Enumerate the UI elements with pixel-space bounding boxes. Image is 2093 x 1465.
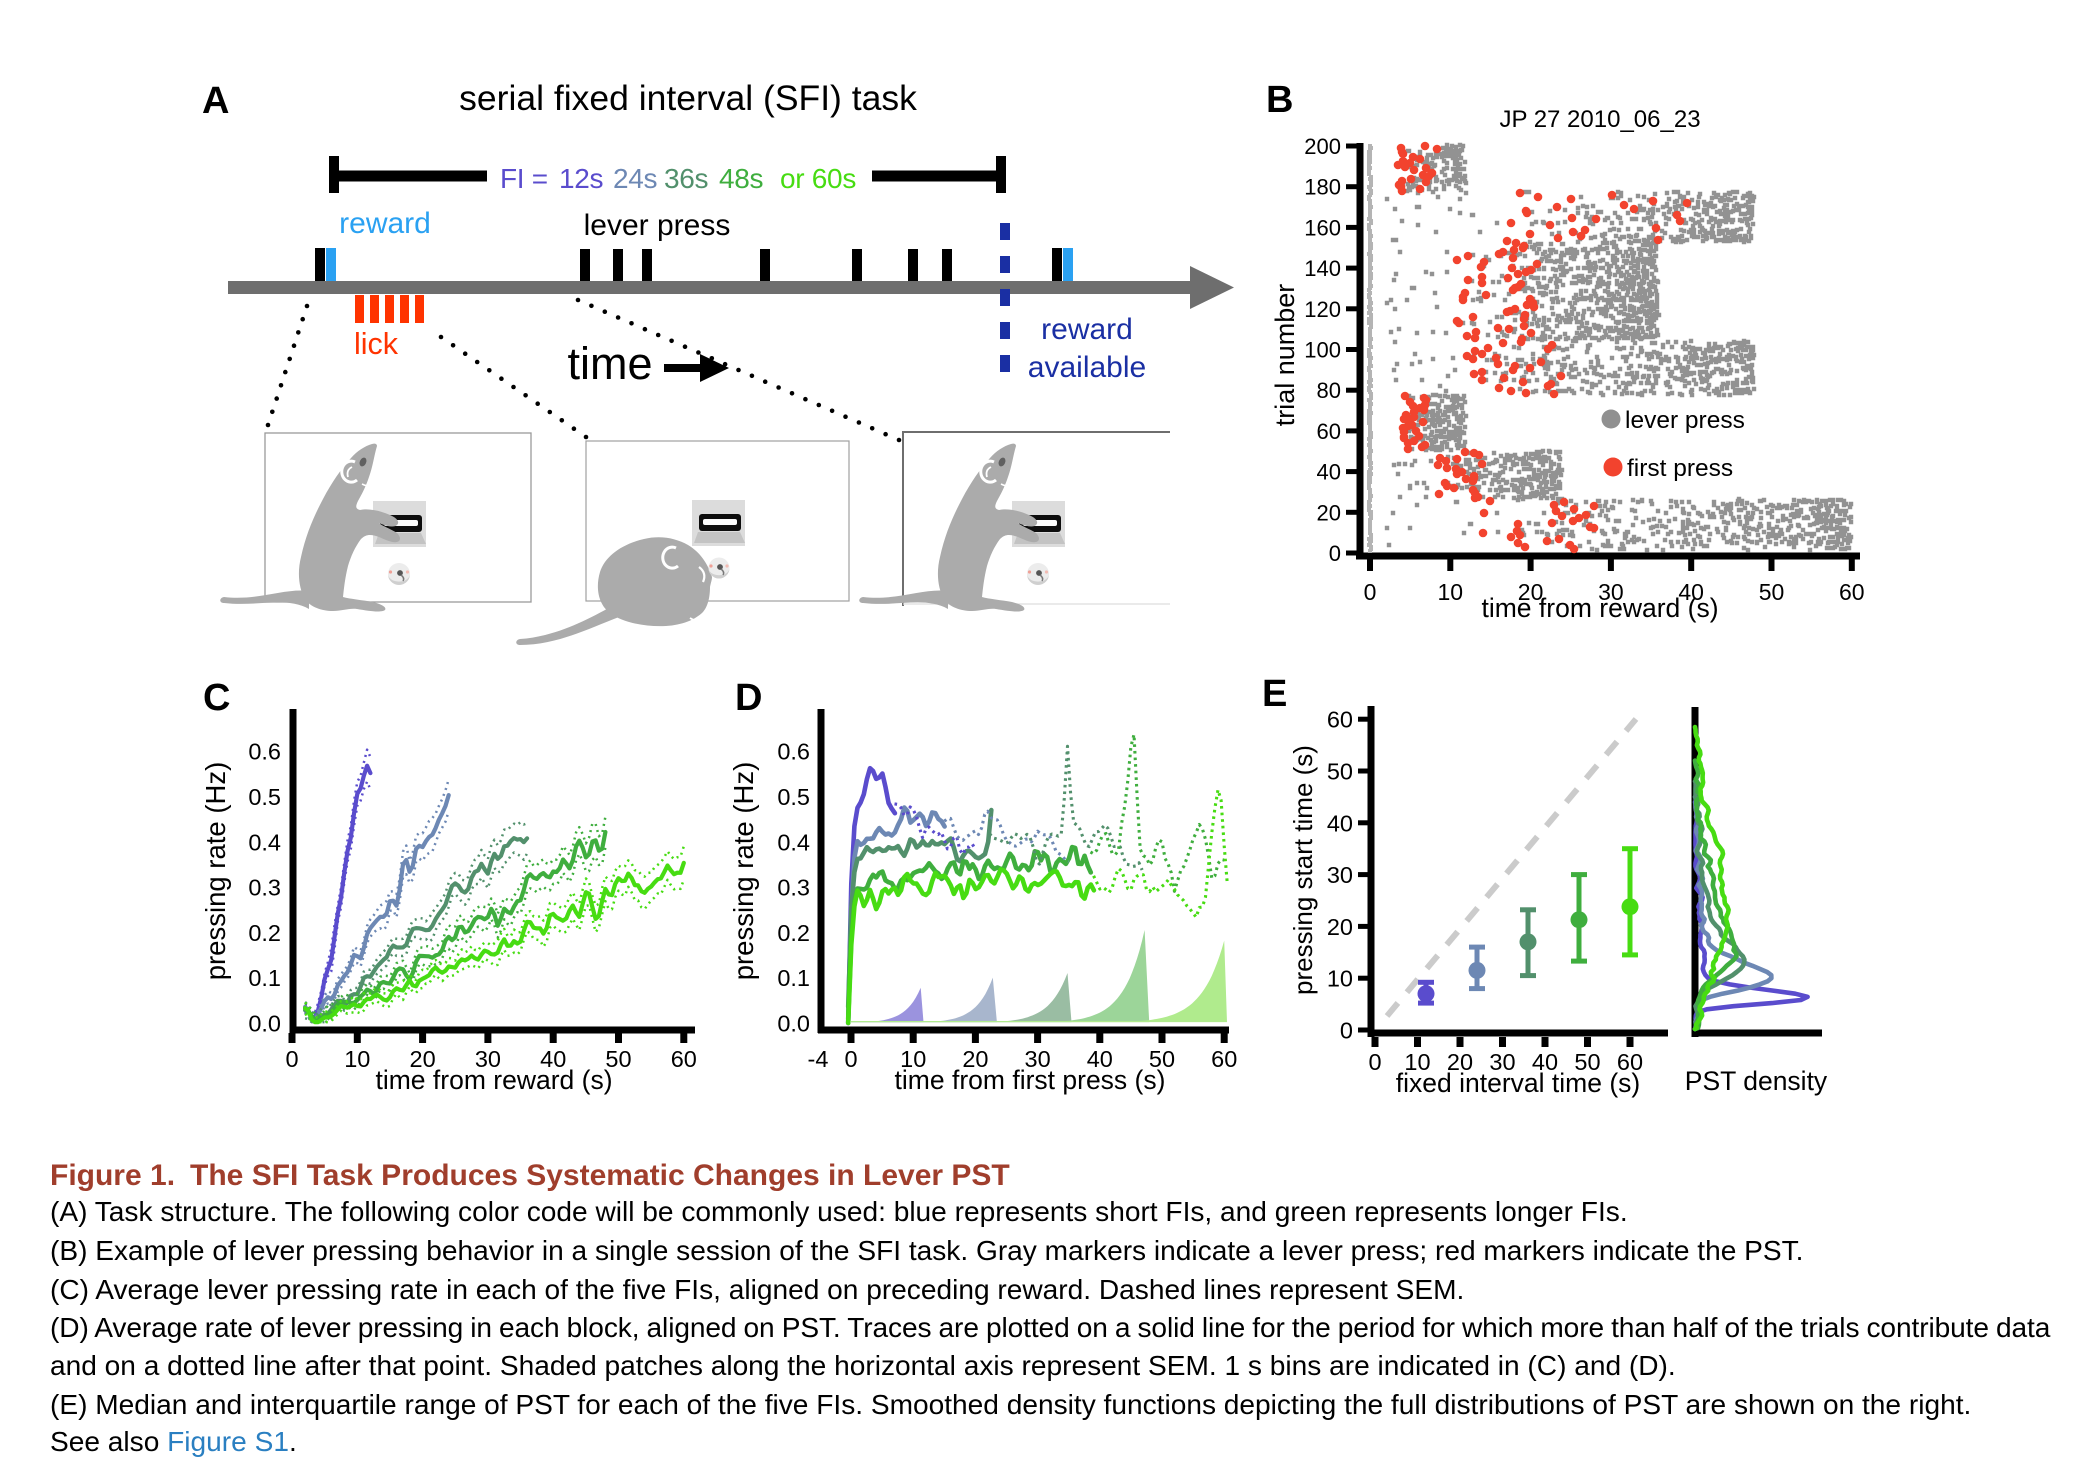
svg-text:30: 30: [1327, 862, 1353, 888]
svg-text:10: 10: [900, 1046, 926, 1072]
svg-text:60: 60: [1317, 419, 1341, 444]
svg-text:120: 120: [1304, 297, 1341, 322]
svg-text:0: 0: [285, 1046, 298, 1072]
svg-text:30: 30: [1598, 579, 1624, 605]
svg-text:40: 40: [1532, 1049, 1558, 1075]
svg-text:20: 20: [1317, 500, 1341, 525]
svg-text:0.5: 0.5: [248, 784, 281, 810]
svg-text:0.4: 0.4: [777, 829, 810, 855]
svg-text:40: 40: [1678, 579, 1704, 605]
svg-text:0: 0: [1340, 1018, 1353, 1044]
svg-text:0.5: 0.5: [777, 784, 810, 810]
svg-text:0.4: 0.4: [248, 829, 281, 855]
svg-text:0.1: 0.1: [248, 965, 281, 991]
svg-text:pressing start time (s): pressing start time (s): [1288, 745, 1318, 995]
svg-text:B: B: [1266, 79, 1293, 121]
svg-text:-4: -4: [808, 1046, 829, 1072]
svg-text:20: 20: [962, 1046, 988, 1072]
svg-text:50: 50: [1759, 579, 1785, 605]
svg-text:20: 20: [1327, 914, 1353, 940]
svg-text:reward: reward: [339, 207, 431, 240]
svg-text:40: 40: [1327, 810, 1353, 836]
svg-text:60: 60: [1327, 707, 1353, 733]
svg-text:PST density: PST density: [1685, 1066, 1828, 1096]
svg-text:40: 40: [1317, 460, 1341, 485]
svg-text:60: 60: [1211, 1046, 1237, 1072]
svg-text:pressing rate (Hz): pressing rate (Hz): [728, 762, 759, 981]
svg-text:80: 80: [1317, 378, 1341, 403]
svg-text:reward: reward: [1041, 313, 1133, 346]
svg-text:50: 50: [1327, 759, 1353, 785]
svg-text:first press: first press: [1627, 455, 1733, 482]
svg-text:JP 27 2010_06_23: JP 27 2010_06_23: [1499, 106, 1700, 133]
svg-text:0.3: 0.3: [248, 875, 281, 901]
svg-text:0.0: 0.0: [248, 1011, 281, 1037]
svg-text:pressing rate (Hz): pressing rate (Hz): [200, 762, 231, 981]
svg-text:serial fixed interval (SFI) ta: serial fixed interval (SFI) task: [459, 78, 917, 118]
svg-text:0.3: 0.3: [777, 875, 810, 901]
svg-text:30: 30: [1489, 1049, 1515, 1075]
svg-text:60: 60: [671, 1046, 697, 1072]
svg-text:60: 60: [1617, 1049, 1643, 1075]
svg-text:30: 30: [1025, 1046, 1051, 1072]
svg-text:time: time: [567, 338, 652, 389]
svg-text:time from first press (s): time from first press (s): [895, 1065, 1166, 1095]
svg-text:10: 10: [1327, 966, 1353, 992]
svg-text:30: 30: [475, 1046, 501, 1072]
svg-text:50: 50: [1149, 1046, 1175, 1072]
svg-text:10: 10: [1404, 1049, 1430, 1075]
svg-text:lever press: lever press: [1625, 407, 1745, 434]
svg-text:fixed interval time (s): fixed interval time (s): [1396, 1068, 1640, 1098]
svg-text:180: 180: [1304, 175, 1341, 200]
svg-text:A: A: [202, 80, 229, 122]
svg-text:60: 60: [1839, 579, 1865, 605]
svg-text:0: 0: [1364, 579, 1377, 605]
svg-text:20: 20: [410, 1046, 436, 1072]
svg-text:C: C: [203, 677, 230, 719]
svg-text:0: 0: [1368, 1049, 1381, 1075]
svg-text:available: available: [1028, 351, 1146, 384]
svg-text:0.0: 0.0: [777, 1011, 810, 1037]
svg-text:40: 40: [540, 1046, 566, 1072]
svg-text:D: D: [735, 677, 762, 719]
svg-text:0.6: 0.6: [248, 739, 281, 765]
svg-text:10: 10: [1438, 579, 1464, 605]
svg-text:20: 20: [1447, 1049, 1473, 1075]
svg-text:lever press: lever press: [584, 209, 731, 242]
svg-text:0: 0: [844, 1046, 857, 1072]
svg-text:0.1: 0.1: [777, 965, 810, 991]
svg-text:0: 0: [1329, 541, 1341, 566]
svg-text:10: 10: [344, 1046, 370, 1072]
svg-text:200: 200: [1304, 134, 1341, 159]
svg-text:100: 100: [1304, 338, 1341, 363]
svg-text:0.6: 0.6: [777, 739, 810, 765]
svg-text:time from reward (s): time from reward (s): [1481, 593, 1718, 623]
svg-text:0.2: 0.2: [248, 920, 281, 946]
svg-text:140: 140: [1304, 256, 1341, 281]
svg-text:50: 50: [605, 1046, 631, 1072]
svg-text:lick: lick: [354, 327, 399, 361]
svg-text:20: 20: [1518, 579, 1544, 605]
svg-text:50: 50: [1574, 1049, 1600, 1075]
svg-text:40: 40: [1087, 1046, 1113, 1072]
svg-text:trial number: trial number: [1270, 284, 1300, 427]
svg-text:0.2: 0.2: [777, 920, 810, 946]
svg-text:E: E: [1262, 673, 1287, 715]
svg-text:time from reward (s): time from reward (s): [375, 1065, 612, 1095]
svg-text:160: 160: [1304, 215, 1341, 240]
